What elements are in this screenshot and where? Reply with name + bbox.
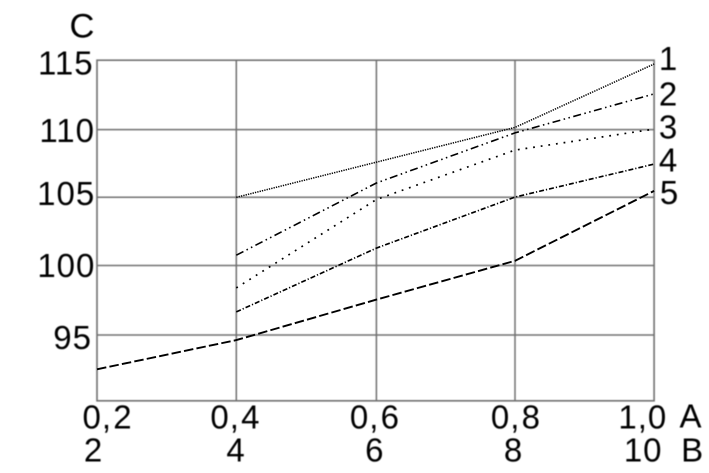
svg-text:100: 100 bbox=[37, 247, 95, 284]
svg-text:B: B bbox=[681, 432, 704, 469]
svg-text:0,4: 0,4 bbox=[210, 399, 260, 436]
svg-text:115: 115 bbox=[38, 45, 94, 82]
svg-text:2: 2 bbox=[84, 432, 103, 469]
svg-text:10: 10 bbox=[624, 432, 663, 469]
svg-text:4: 4 bbox=[226, 432, 245, 469]
svg-text:5: 5 bbox=[660, 174, 679, 211]
svg-text:105: 105 bbox=[37, 175, 95, 212]
svg-text:110: 110 bbox=[39, 112, 95, 149]
svg-text:3: 3 bbox=[659, 109, 678, 146]
svg-text:2: 2 bbox=[659, 76, 678, 113]
svg-text:95: 95 bbox=[53, 319, 92, 356]
svg-text:0,8: 0,8 bbox=[491, 399, 541, 436]
svg-text:C: C bbox=[70, 7, 96, 45]
svg-text:6: 6 bbox=[365, 432, 384, 469]
svg-text:1: 1 bbox=[659, 40, 678, 77]
svg-text:1,0: 1,0 bbox=[618, 399, 667, 436]
svg-text:4: 4 bbox=[659, 142, 678, 179]
svg-text:A: A bbox=[679, 398, 702, 435]
svg-text:0,2: 0,2 bbox=[83, 399, 133, 436]
svg-text:0,6: 0,6 bbox=[350, 399, 400, 436]
svg-text:8: 8 bbox=[504, 432, 523, 469]
